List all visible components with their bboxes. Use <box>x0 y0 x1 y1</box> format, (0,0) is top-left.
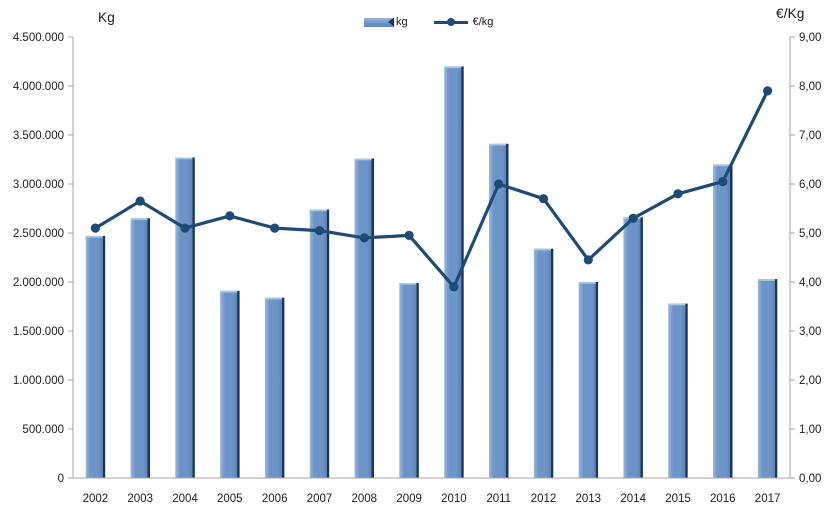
legend-label-eur-kg: €/kg <box>472 16 494 28</box>
svg-text:2002: 2002 <box>83 493 109 505</box>
svg-text:2012: 2012 <box>531 493 557 505</box>
svg-text:0: 0 <box>58 473 64 485</box>
svg-text:0,00: 0,00 <box>799 473 821 485</box>
svg-text:2010: 2010 <box>441 493 467 505</box>
svg-text:3.000.000: 3.000.000 <box>13 179 64 191</box>
svg-text:2016: 2016 <box>710 493 736 505</box>
legend-label-kg: kg <box>396 16 408 28</box>
svg-text:2007: 2007 <box>307 493 333 505</box>
svg-text:1.500.000: 1.500.000 <box>13 326 64 338</box>
svg-text:500.000: 500.000 <box>22 424 64 436</box>
svg-text:8,00: 8,00 <box>799 81 821 93</box>
svg-text:4.000.000: 4.000.000 <box>13 81 64 93</box>
svg-text:7,00: 7,00 <box>799 130 821 142</box>
svg-text:2013: 2013 <box>576 493 602 505</box>
svg-text:3.500.000: 3.500.000 <box>13 130 64 142</box>
svg-text:4,00: 4,00 <box>799 277 821 289</box>
svg-text:2006: 2006 <box>262 493 288 505</box>
legend: kg €/kg <box>364 16 493 28</box>
svg-text:2017: 2017 <box>755 493 781 505</box>
svg-text:2011: 2011 <box>486 493 511 505</box>
svg-text:2009: 2009 <box>396 493 422 505</box>
svg-text:6,00: 6,00 <box>799 179 821 191</box>
svg-text:4.500.000: 4.500.000 <box>13 32 64 44</box>
svg-text:2003: 2003 <box>127 493 153 505</box>
left-axis-title: Kg <box>98 10 115 25</box>
right-axis-title: €/Kg <box>776 6 805 21</box>
svg-text:2004: 2004 <box>172 493 198 505</box>
eur-kg-line-swatch-icon <box>433 18 468 26</box>
svg-text:2015: 2015 <box>665 493 691 505</box>
svg-text:9,00: 9,00 <box>799 32 821 44</box>
svg-text:2,00: 2,00 <box>799 375 821 387</box>
svg-text:5,00: 5,00 <box>799 228 821 240</box>
legend-item-kg: kg <box>364 16 408 28</box>
svg-text:2.000.000: 2.000.000 <box>13 277 64 289</box>
svg-text:2008: 2008 <box>352 493 378 505</box>
svg-text:1,00: 1,00 <box>799 424 821 436</box>
svg-text:2005: 2005 <box>217 493 243 505</box>
svg-text:2.500.000: 2.500.000 <box>13 228 64 240</box>
svg-text:1.000.000: 1.000.000 <box>13 375 64 387</box>
kg-bar-swatch-icon <box>364 17 394 27</box>
svg-text:3,00: 3,00 <box>799 326 821 338</box>
svg-text:2014: 2014 <box>620 493 646 505</box>
legend-item-eur-kg: €/kg <box>433 16 494 28</box>
